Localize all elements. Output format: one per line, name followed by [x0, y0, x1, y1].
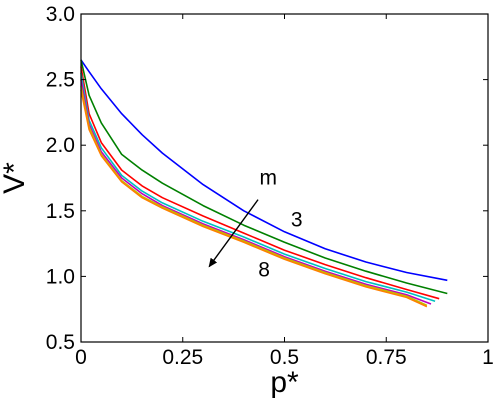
x-tick-label: 0.25	[162, 346, 203, 369]
series-line-7	[80, 89, 428, 308]
y-tick-label: 3.0	[46, 3, 75, 26]
y-tick-label: 2.5	[46, 69, 75, 92]
series-layer	[80, 59, 448, 308]
series-line-6	[80, 86, 428, 307]
x-axis-label: p*	[270, 366, 299, 399]
series-line-5	[80, 79, 432, 305]
x-tick-label: 0.5	[270, 346, 299, 369]
annotation-label: m	[259, 167, 277, 190]
x-tick-label: 0	[75, 346, 87, 369]
y-axis-label: V*	[0, 162, 31, 194]
series-line-3	[80, 66, 440, 300]
tick-layer: 0 0.25 0.5 0.75 1 0.5 1.0 1.5 2.0 2.5 3.0	[46, 3, 494, 369]
y-tick-label: 2.0	[46, 134, 75, 157]
y-tick-label: 1.5	[46, 200, 75, 223]
y-tick-label: 0.5	[46, 331, 75, 354]
series-line-2	[80, 59, 448, 295]
plot-frame	[80, 13, 489, 343]
x-tick-label: 0.75	[366, 346, 407, 369]
x-tick-label: 1	[482, 346, 494, 369]
series-line-1	[80, 59, 448, 282]
series-line-4	[80, 72, 436, 303]
annotation-label: 8	[258, 258, 270, 281]
annotation-layer: m3 8	[208, 167, 303, 281]
annotation-label: 3	[291, 209, 303, 232]
trend-arrow	[208, 199, 259, 268]
y-tick-label: 1.0	[46, 265, 75, 288]
